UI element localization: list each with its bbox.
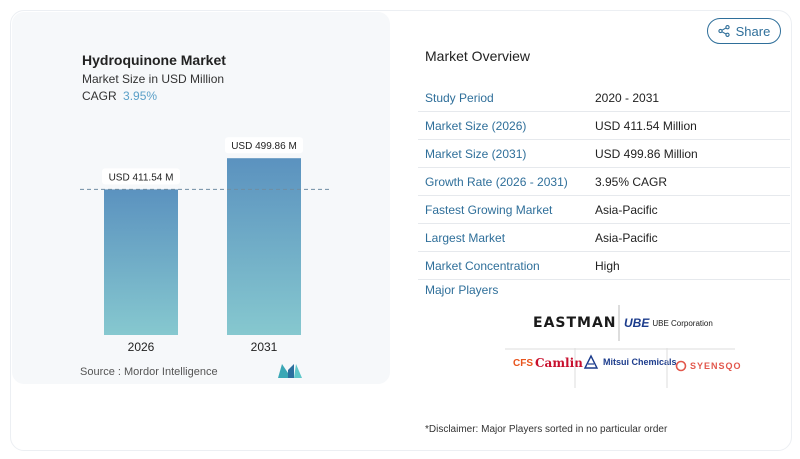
- overview-row-fastest-growing: Fastest Growing Market Asia-Pacific: [418, 196, 790, 224]
- syensqo-logo: SYENSQO: [675, 360, 742, 372]
- camlin-logo: CFS Camlin: [513, 356, 583, 370]
- bar-2026: [104, 189, 178, 335]
- mitsui-chemicals-logo: Mitsui Chemicals: [583, 354, 677, 370]
- market-overview-title: Market Overview: [425, 48, 531, 64]
- mitsui-chemicals-name: Mitsui Chemicals: [603, 357, 677, 367]
- mitsui-mark-icon: [583, 354, 599, 369]
- logo-divider-vertical: [574, 348, 576, 388]
- overview-label: Market Size (2026): [425, 118, 527, 133]
- overview-label: Study Period: [425, 90, 494, 105]
- overview-row-concentration: Market Concentration High: [418, 252, 790, 280]
- eastman-logo: EASTMAN: [533, 315, 617, 331]
- share-icon: [717, 25, 730, 37]
- ube-mark: UBE: [624, 316, 650, 330]
- cagr-value: 3.95%: [123, 89, 158, 103]
- overview-row-growth-rate: Growth Rate (2026 - 2031) 3.95% CAGR: [418, 168, 790, 196]
- overview-value: USD 411.54 Million: [595, 118, 697, 133]
- overview-row-market-size-2026: Market Size (2026) USD 411.54 Million: [418, 112, 790, 140]
- overview-value: Asia-Pacific: [595, 230, 658, 245]
- overview-label: Fastest Growing Market: [425, 202, 553, 217]
- overview-label: Market Size (2031): [425, 146, 527, 161]
- share-label: Share: [735, 23, 771, 39]
- overview-row-study-period: Study Period 2020 - 2031: [418, 84, 790, 112]
- overview-value: High: [595, 258, 620, 273]
- data-label-background: [102, 168, 180, 185]
- camlin-name: Camlin: [535, 356, 583, 370]
- overview-label: Growth Rate (2026 - 2031): [425, 174, 568, 189]
- logo-divider-horizontal: [505, 348, 735, 350]
- mordor-intelligence-logo-icon: [278, 364, 302, 378]
- chart-subtitle: Market Size in USD Million: [82, 72, 225, 86]
- camlin-cfs-mark: CFS: [513, 357, 533, 369]
- overview-value: USD 499.86 Million: [595, 146, 698, 161]
- bar-chart: USD 411.54 M 2026 USD 499.86 M 2031: [80, 137, 330, 354]
- overview-value: 3.95% CAGR: [595, 174, 668, 189]
- share-button[interactable]: Share: [707, 18, 781, 44]
- overview-label: Market Concentration: [425, 258, 540, 273]
- logo-divider-vertical: [618, 305, 620, 341]
- data-label: USD 499.86 M: [231, 141, 297, 152]
- chart-title: Hydroquinone Market: [82, 52, 226, 68]
- major-players-label: Major Players: [425, 283, 499, 297]
- cagr-line: CAGR 3.95%: [82, 89, 157, 103]
- market-overview-table: Study Period 2020 - 2031 Market Size (20…: [418, 84, 790, 280]
- overview-value: Asia-Pacific: [595, 202, 658, 217]
- source-text: Source : Mordor Intelligence: [80, 366, 218, 378]
- syensqo-mark-icon: [675, 360, 687, 372]
- overview-row-market-size-2031: Market Size (2031) USD 499.86 Million: [418, 140, 790, 168]
- ube-logo: UBE UBE Corporation: [624, 316, 713, 330]
- overview-value: 2020 - 2031: [595, 90, 660, 105]
- disclaimer-text: *Disclaimer: Major Players sorted in no …: [425, 424, 668, 435]
- syensqo-name: SYENSQO: [690, 361, 742, 371]
- overview-label: Largest Market: [425, 230, 506, 245]
- cagr-label: CAGR: [82, 89, 117, 103]
- overview-row-largest-market: Largest Market Asia-Pacific: [418, 224, 790, 252]
- ube-corporation-text: UBE Corporation: [652, 318, 713, 328]
- x-tick-label: 2026: [128, 340, 155, 354]
- bar-2031: [227, 158, 301, 335]
- chart-panel: Hydroquinone Market Market Size in USD M…: [12, 12, 390, 384]
- logo-divider-vertical: [666, 348, 668, 388]
- data-label-background: [225, 137, 303, 154]
- x-tick-label: 2031: [251, 340, 278, 354]
- data-label: USD 411.54 M: [109, 172, 174, 183]
